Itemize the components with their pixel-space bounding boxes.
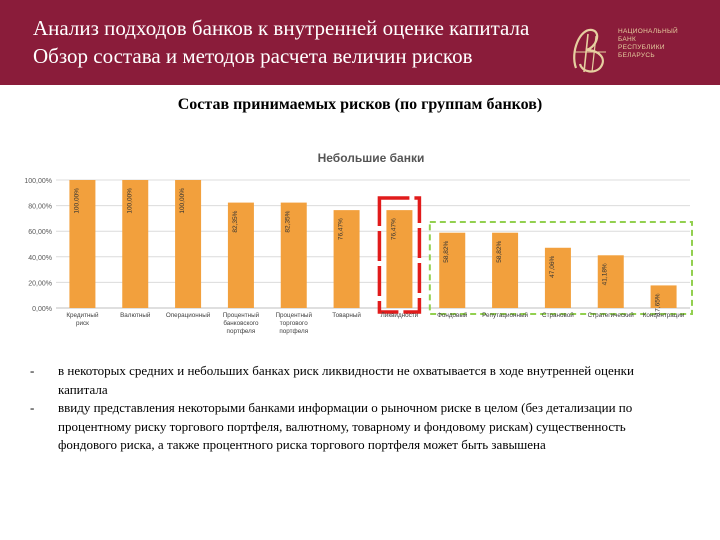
category-label: Ликвидности [381,312,419,319]
bar [69,180,96,308]
bar [227,202,254,308]
data-label: 58,82% [443,240,450,262]
data-label: 76,47% [338,218,345,240]
bar [122,180,149,308]
bar [333,210,360,308]
data-label: 76,47% [390,218,397,240]
nbrb-monogram-icon [573,28,606,73]
slide-subtitle: Обзор состава и методов расчета величин … [33,44,473,68]
data-label: 41,18% [602,263,609,285]
category-label: Валютный [120,311,151,319]
category-label: Репутационный [482,311,528,319]
bar [386,210,413,308]
y-tick-label: 20,00% [28,280,52,287]
y-tick-label: 100,00% [24,178,52,185]
data-label: 82,35% [232,210,239,232]
y-tick-label: 60,00% [28,229,52,236]
bar [439,232,466,308]
chart-grid [56,179,690,309]
category-label: Кредитный риск [66,311,99,327]
bar [280,202,307,308]
data-label: 100,00% [126,188,133,214]
bar [175,180,202,308]
chart-bars [69,180,677,308]
note-item: - ввиду представления некоторыми банками… [30,399,670,455]
highlight-box-liquidity [377,196,422,314]
logo-line: БАНК [618,36,637,43]
y-tick-label: 80,00% [28,204,52,211]
bar [544,247,571,308]
chart-highlight-boxes [377,196,693,315]
y-tick-label: 40,00% [28,255,52,262]
y-tick-label: 0,00% [32,306,52,313]
logo-line: НАЦИОНАЛЬНЫЙ [618,28,678,35]
header-banner: Анализ подходов банков к внутренней оцен… [0,0,720,85]
category-label: Страновой [542,311,574,319]
bar [597,255,624,308]
data-label: 100,00% [73,188,80,214]
highlight-box-market-risks [428,221,693,315]
category-label: Концентрации [643,312,685,319]
chart-title: Небольшие банки [318,151,425,165]
logo-text: НАЦИОНАЛЬНЫЙ БАНК РЕСПУБЛИКИ БЕЛАРУСЬ [618,28,678,60]
slide-title: Анализ подходов банков к внутренней оцен… [33,16,530,40]
bar [650,285,677,308]
logo-line: БЕЛАРУСЬ [618,52,655,59]
data-label: 47,06% [549,256,556,278]
risk-bar-chart: Небольшие банки 0,00% 20,00% 40,00% 60,00% 8… [24,151,693,335]
category-label: Стратегический [588,311,635,319]
notes-list: - в некоторых средних и небольших банках… [30,362,670,455]
data-label: 82,35% [285,210,292,232]
category-label: Процентный торгового портфеля [276,311,313,335]
bar [492,232,519,308]
category-label: Операционный [166,311,211,319]
logo-line: РЕСПУБЛИКИ [618,44,665,51]
bullet-marker: - [30,363,35,378]
section-title: Состав принимаемых рисков (по группам ба… [177,96,543,113]
note-item: - в некоторых средних и небольших банках… [30,362,670,399]
category-label: Процентный банковского портфеля [223,311,260,335]
bank-logo: НАЦИОНАЛЬНЫЙ БАНК РЕСПУБЛИКИ БЕЛАРУСЬ [566,22,716,78]
data-label: 58,82% [496,240,503,262]
note-text: в некоторых средних и небольших банках р… [58,363,634,397]
note-text: ввиду представления некоторыми банками и… [58,400,633,452]
data-label: 100,00% [179,188,186,214]
bullet-marker: - [30,400,35,415]
category-label: Фондовый [437,311,468,319]
category-label: Товарный [332,311,361,319]
data-label: 17,65% [655,293,662,315]
chart-labels: 0,00% 20,00% 40,00% 60,00% 80,00% 100,00% 100,… [24,178,685,335]
